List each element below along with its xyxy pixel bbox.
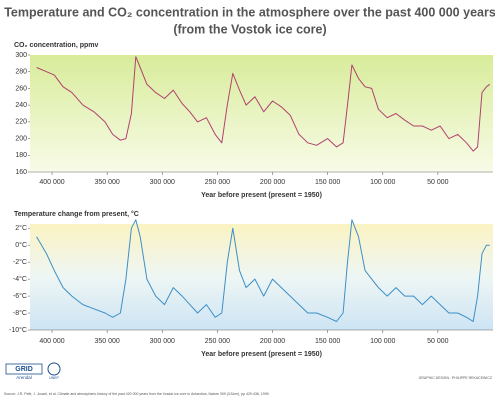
- logo-text: GRID: [15, 366, 33, 373]
- x-tick-label: 150 000: [315, 179, 340, 186]
- y-tick-label: 200: [15, 135, 27, 142]
- y-tick-label: 240: [15, 102, 27, 109]
- logos: GRID Arendal UNEP: [5, 362, 61, 380]
- y-tick-label: 180: [15, 152, 27, 159]
- x-tick-label: 300 000: [150, 179, 175, 186]
- plot-background: [30, 224, 493, 330]
- y-tick-label: -8°C: [13, 309, 27, 317]
- credit: GRAPHIC DESIGN : PHILIPPE REKACEWICZ: [419, 376, 493, 380]
- x-tick-label: 250 000: [205, 338, 230, 345]
- x-tick-label: 400 000: [39, 338, 64, 345]
- x-tick-label: 350 000: [95, 179, 120, 186]
- y-tick-label: 300: [15, 52, 27, 59]
- logo-text: Arendal: [16, 375, 32, 380]
- y-tick-label: -10°C: [9, 326, 27, 334]
- x-tick-label: 50 000: [427, 338, 449, 345]
- data-line: [36, 219, 490, 322]
- y-tick-label: 220: [15, 119, 27, 126]
- y-tick-label: -4°C: [13, 275, 27, 283]
- y-tick-label: -6°C: [13, 292, 27, 300]
- x-axis-title: Year before present (present = 1950): [201, 192, 322, 199]
- y-tick-label: 0°C: [15, 241, 27, 249]
- y-tick-label: 260: [15, 85, 27, 92]
- x-tick-label: 100 000: [370, 338, 395, 345]
- x-tick-label: 250 000: [205, 179, 230, 186]
- x-tick-label: 400 000: [39, 179, 64, 186]
- x-tick-label: 300 000: [150, 338, 175, 345]
- subtitle: (from the Vostok ice core): [173, 22, 326, 36]
- y-tick-label: -2°C: [13, 258, 27, 266]
- y-axis-title: CO₂ concentration, ppmv: [14, 42, 99, 49]
- x-tick-label: 50 000: [427, 179, 449, 186]
- title: Temperature and CO₂ concentration in the…: [4, 5, 495, 19]
- x-tick-label: 350 000: [95, 338, 120, 345]
- x-axis-title: Year before present (present = 1950): [201, 351, 322, 358]
- data-line: [36, 56, 491, 152]
- x-tick-label: 100 000: [370, 179, 395, 186]
- y-tick-label: 160: [15, 169, 27, 176]
- logo-text: UNEP: [49, 376, 59, 380]
- y-tick-label: 280: [15, 69, 27, 76]
- source: Source: J.R. Petit, J. Jouzel, et al. Cl…: [4, 392, 270, 396]
- logo-circle: [47, 362, 61, 376]
- y-tick-label: 2°C: [15, 224, 27, 232]
- logo-box: [5, 363, 43, 375]
- y-axis-title: Temperature change from present, °C: [14, 210, 139, 218]
- x-tick-label: 150 000: [315, 338, 340, 345]
- x-tick-label: 200 000: [260, 338, 285, 345]
- x-tick-label: 200 000: [260, 179, 285, 186]
- plot-background: [30, 55, 493, 172]
